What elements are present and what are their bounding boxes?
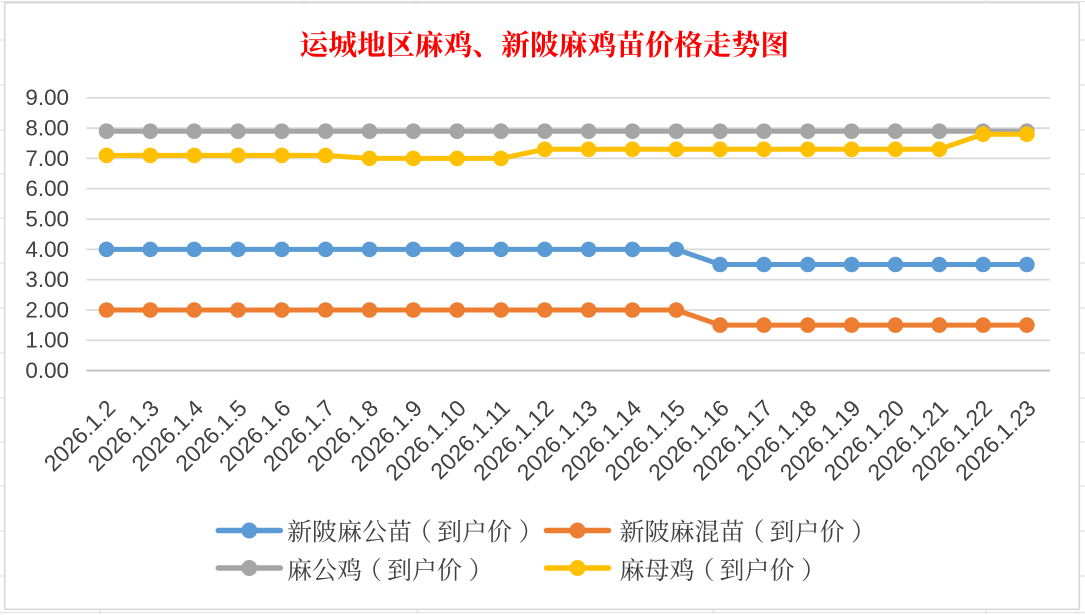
svg-text:5.00: 5.00 xyxy=(25,207,69,232)
svg-text:6.00: 6.00 xyxy=(25,176,69,201)
svg-text:8.00: 8.00 xyxy=(25,116,69,141)
svg-text:0.00: 0.00 xyxy=(25,358,69,383)
svg-text:9.00: 9.00 xyxy=(25,85,69,110)
svg-text:2.00: 2.00 xyxy=(25,297,69,322)
svg-text:4.00: 4.00 xyxy=(25,237,69,262)
svg-text:1.00: 1.00 xyxy=(25,328,69,353)
svg-text:3.00: 3.00 xyxy=(25,267,69,292)
svg-text:7.00: 7.00 xyxy=(25,146,69,171)
